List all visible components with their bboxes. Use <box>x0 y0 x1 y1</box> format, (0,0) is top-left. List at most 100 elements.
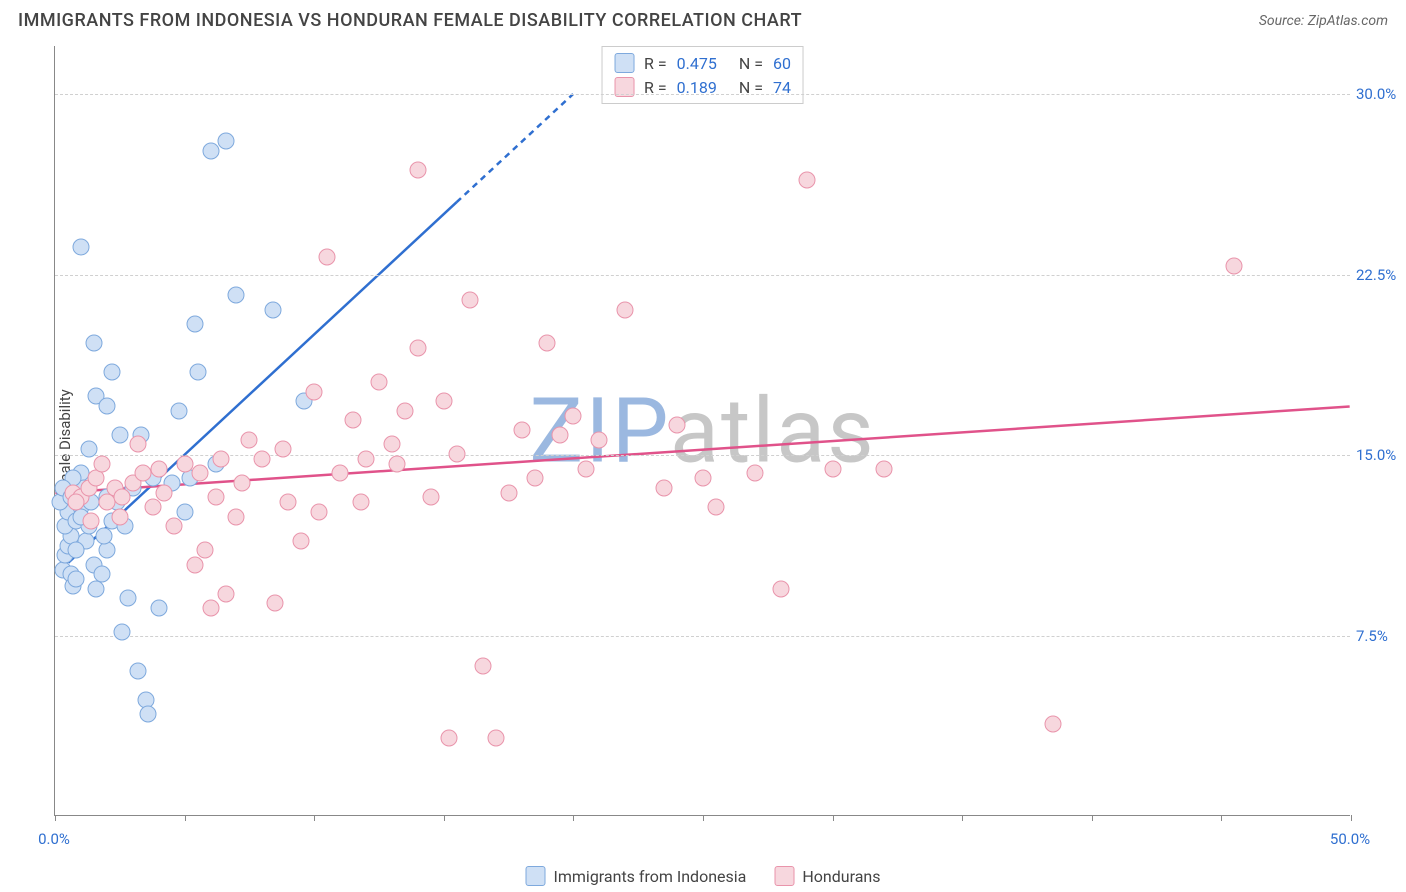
data-point <box>111 508 128 525</box>
data-point <box>1044 715 1061 732</box>
data-point <box>83 513 100 530</box>
data-point <box>129 436 146 453</box>
r-label: R = <box>644 54 667 73</box>
correlation-stats-box: R =0.475N =60R =0.189N =74 <box>601 46 804 104</box>
data-point <box>409 340 426 357</box>
y-tick-label: 22.5% <box>1356 266 1406 284</box>
data-point <box>772 580 789 597</box>
n-label: N = <box>739 54 763 73</box>
data-point <box>228 508 245 525</box>
data-point <box>176 455 193 472</box>
x-tick <box>444 815 445 821</box>
data-point <box>150 460 167 477</box>
data-point <box>93 566 110 583</box>
data-point <box>396 402 413 419</box>
legend-item: Immigrants from Indonesia <box>526 866 747 886</box>
data-point <box>440 730 457 747</box>
data-point <box>233 474 250 491</box>
data-point <box>67 571 84 588</box>
data-point <box>746 465 763 482</box>
data-point <box>145 499 162 516</box>
x-tick <box>185 815 186 821</box>
data-point <box>93 455 110 472</box>
data-point <box>150 600 167 617</box>
data-point <box>207 489 224 506</box>
data-point <box>1226 258 1243 275</box>
data-point <box>129 662 146 679</box>
n-value: 60 <box>773 54 791 73</box>
data-point <box>98 542 115 559</box>
data-point <box>212 450 229 467</box>
data-point <box>114 489 131 506</box>
legend-label: Immigrants from Indonesia <box>554 867 747 886</box>
stats-row: R =0.475N =60 <box>602 51 803 75</box>
data-point <box>448 446 465 463</box>
y-tick-label: 15.0% <box>1356 446 1406 464</box>
data-point <box>500 484 517 501</box>
x-tick <box>962 815 963 821</box>
data-point <box>218 585 235 602</box>
data-point <box>707 499 724 516</box>
data-point <box>383 436 400 453</box>
legend-item: Hondurans <box>774 866 880 886</box>
y-tick-label: 7.5% <box>1356 627 1406 645</box>
x-tick-label: 0.0% <box>38 830 70 848</box>
data-point <box>591 431 608 448</box>
data-point <box>176 503 193 520</box>
legend-swatch <box>526 866 546 886</box>
series-swatch <box>614 53 634 73</box>
source-attribution: Source: ZipAtlas.com <box>1259 13 1388 29</box>
data-point <box>135 465 152 482</box>
data-point <box>171 402 188 419</box>
data-point <box>669 417 686 434</box>
grid-line <box>55 636 1350 637</box>
data-point <box>72 239 89 256</box>
x-tick <box>833 815 834 821</box>
x-tick <box>1092 815 1093 821</box>
data-point <box>186 556 203 573</box>
x-tick <box>1221 815 1222 821</box>
data-point <box>409 162 426 179</box>
data-point <box>67 494 84 511</box>
data-point <box>293 532 310 549</box>
x-tick <box>1351 815 1352 821</box>
data-point <box>111 426 128 443</box>
watermark-atlas: atlas <box>670 378 876 483</box>
data-point <box>876 460 893 477</box>
data-point <box>487 730 504 747</box>
data-point <box>474 657 491 674</box>
x-tick-label: 50.0% <box>1330 830 1370 848</box>
data-point <box>656 479 673 496</box>
grid-line <box>55 94 1350 95</box>
x-tick <box>314 815 315 821</box>
data-point <box>352 494 369 511</box>
data-point <box>371 373 388 390</box>
data-point <box>578 460 595 477</box>
data-point <box>241 431 258 448</box>
data-point <box>275 441 292 458</box>
source-name: ZipAtlas.com <box>1308 13 1388 29</box>
data-point <box>88 470 105 487</box>
x-tick <box>703 815 704 821</box>
data-point <box>197 542 214 559</box>
data-point <box>96 527 113 544</box>
data-point <box>311 503 328 520</box>
y-tick-label: 30.0% <box>1356 85 1406 103</box>
data-point <box>798 171 815 188</box>
data-point <box>192 465 209 482</box>
data-point <box>114 624 131 641</box>
x-tick <box>55 815 56 821</box>
data-point <box>98 494 115 511</box>
data-point <box>140 705 157 722</box>
data-point <box>422 489 439 506</box>
stats-row: R =0.189N =74 <box>602 75 803 99</box>
data-point <box>155 484 172 501</box>
data-point <box>319 248 336 265</box>
data-point <box>526 470 543 487</box>
scatter-chart: ZIPatlas R =0.475N =60R =0.189N =74 7.5%… <box>54 46 1350 816</box>
x-tick <box>573 815 574 821</box>
data-point <box>358 450 375 467</box>
data-point <box>104 364 121 381</box>
data-point <box>280 494 297 511</box>
data-point <box>345 412 362 429</box>
